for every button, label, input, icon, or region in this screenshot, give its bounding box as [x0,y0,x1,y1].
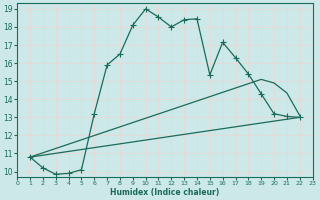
X-axis label: Humidex (Indice chaleur): Humidex (Indice chaleur) [110,188,220,197]
